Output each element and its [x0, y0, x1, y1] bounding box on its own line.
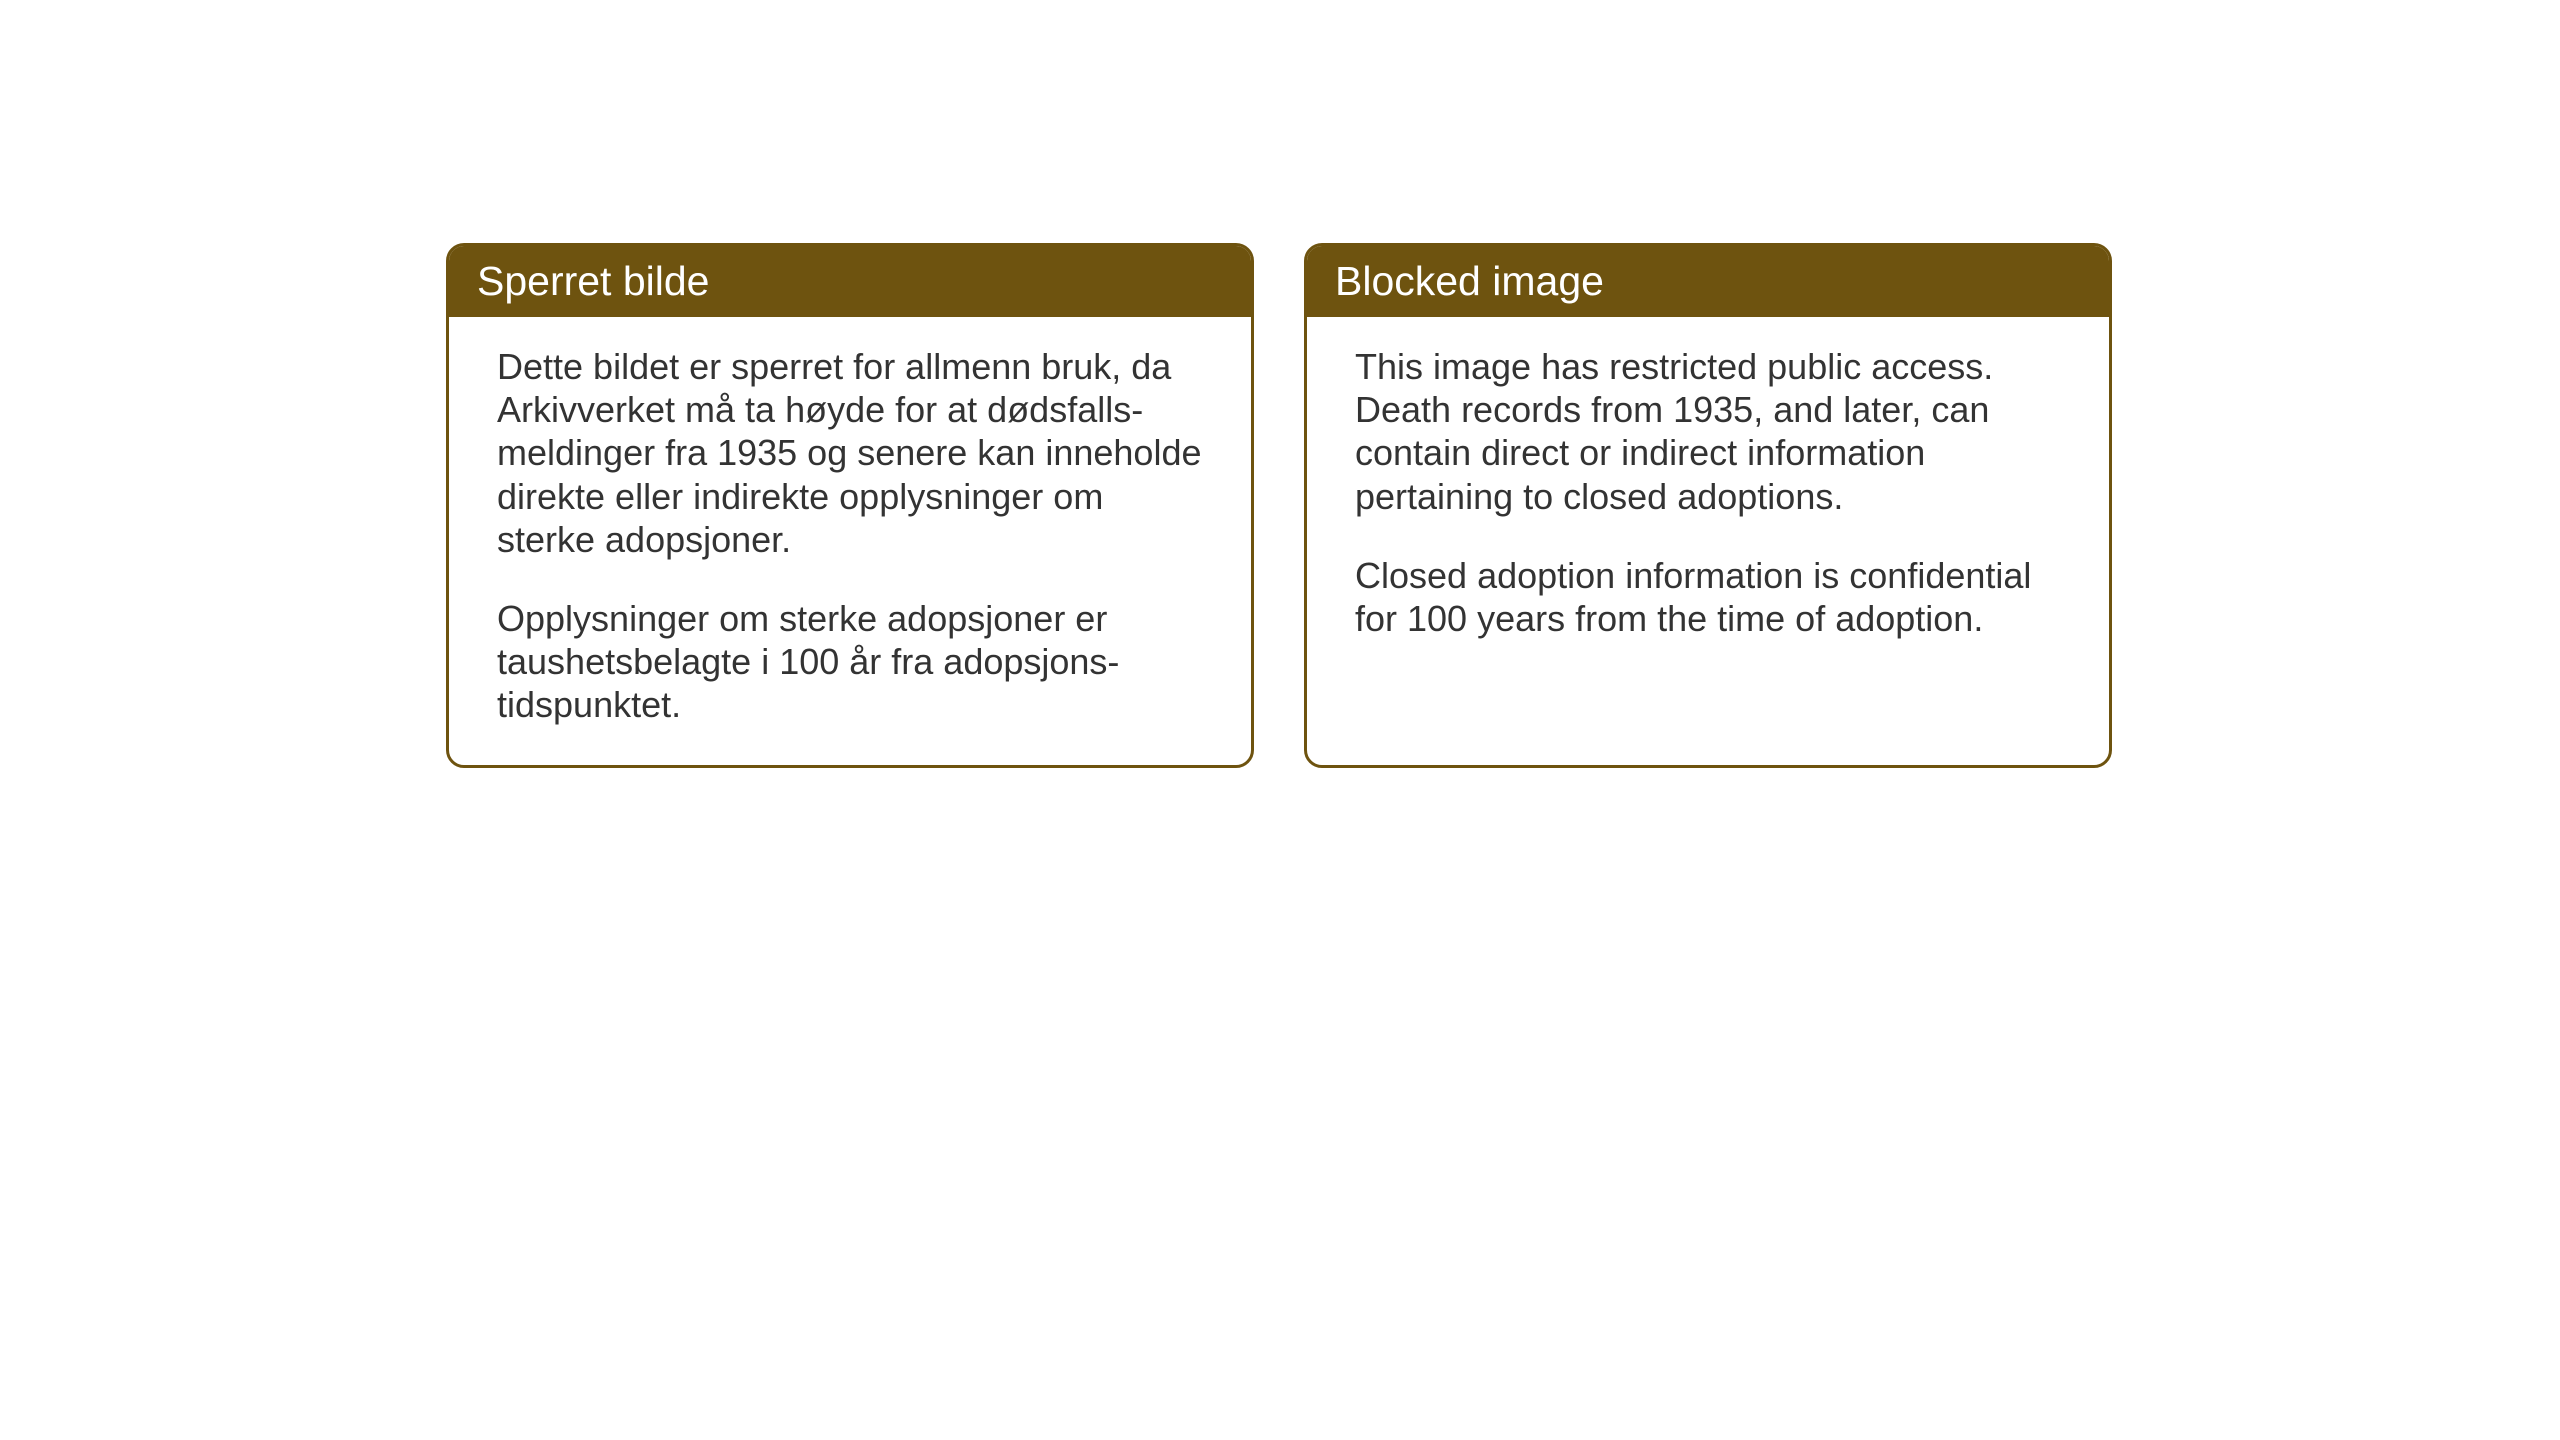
- card-header-english: Blocked image: [1307, 246, 2109, 317]
- card-paragraph1-norwegian: Dette bildet er sperret for allmenn bruk…: [497, 345, 1203, 561]
- notice-cards-container: Sperret bilde Dette bildet er sperret fo…: [446, 243, 2112, 768]
- card-title-english: Blocked image: [1335, 258, 1604, 304]
- card-paragraph2-english: Closed adoption information is confident…: [1355, 554, 2061, 640]
- card-title-norwegian: Sperret bilde: [477, 258, 709, 304]
- card-body-english: This image has restricted public access.…: [1307, 317, 2109, 678]
- card-header-norwegian: Sperret bilde: [449, 246, 1251, 317]
- card-body-norwegian: Dette bildet er sperret for allmenn bruk…: [449, 317, 1251, 765]
- card-paragraph1-english: This image has restricted public access.…: [1355, 345, 2061, 518]
- notice-card-norwegian: Sperret bilde Dette bildet er sperret fo…: [446, 243, 1254, 768]
- card-paragraph2-norwegian: Opplysninger om sterke adopsjoner er tau…: [497, 597, 1203, 727]
- notice-card-english: Blocked image This image has restricted …: [1304, 243, 2112, 768]
